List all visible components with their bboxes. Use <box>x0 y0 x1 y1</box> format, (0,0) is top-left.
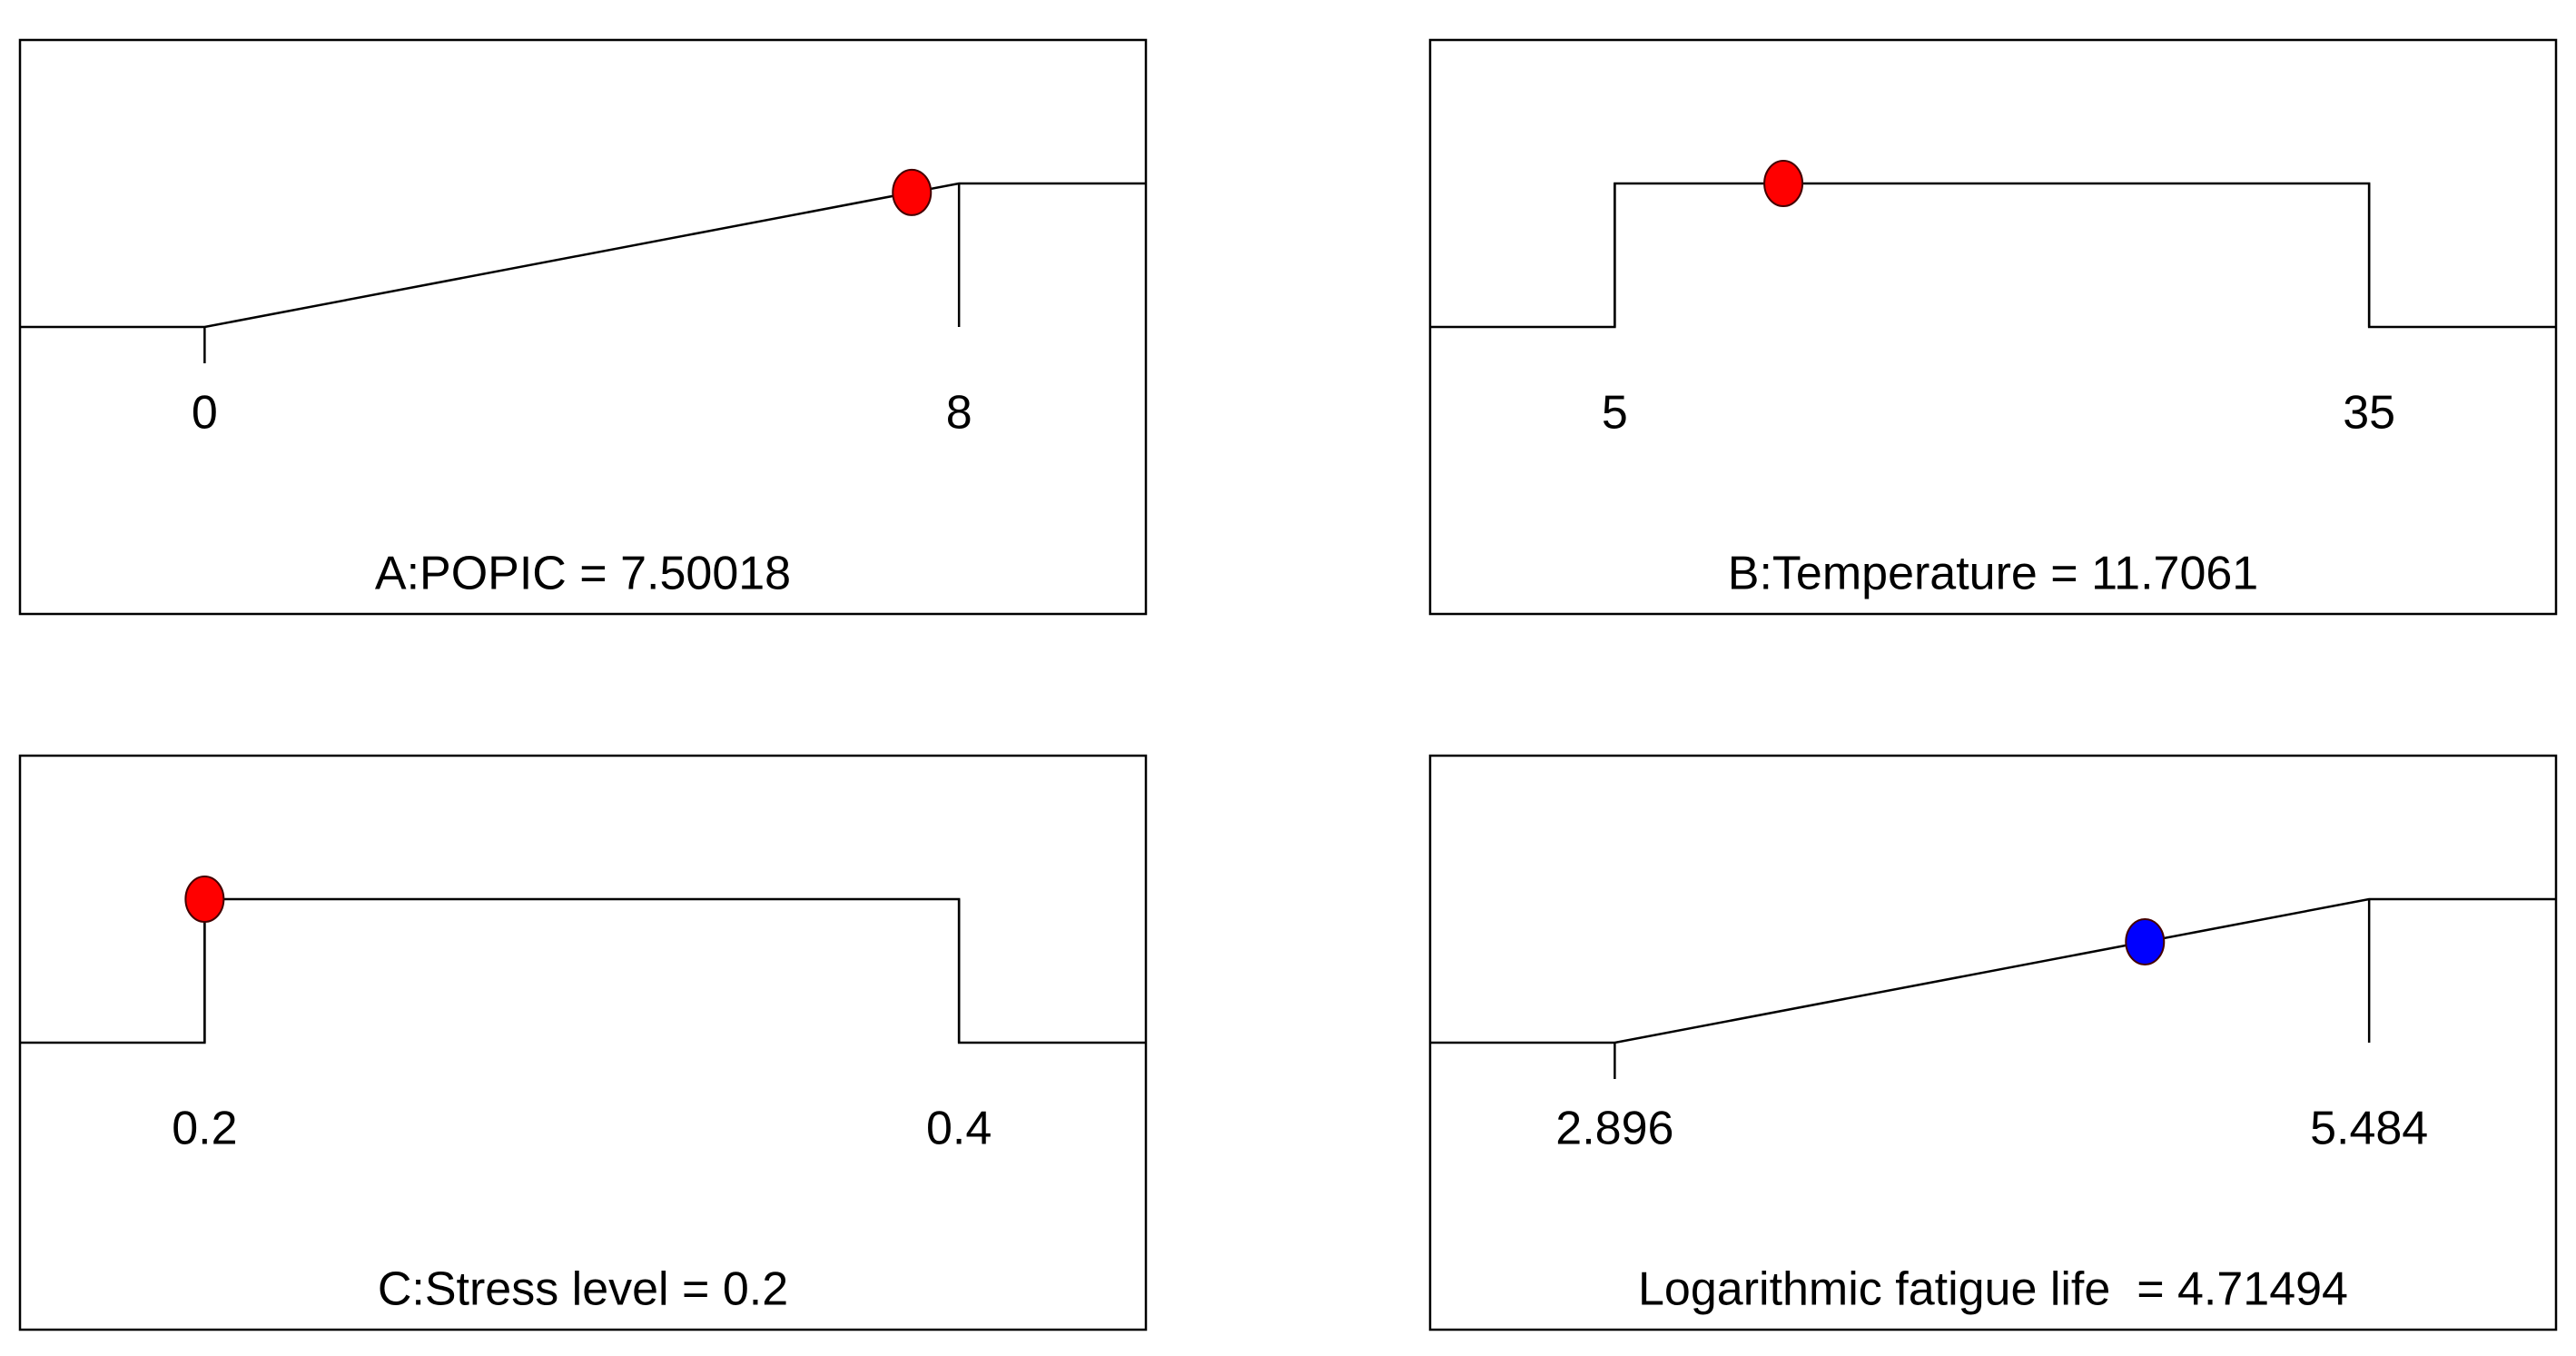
tick-label: 2.896 <box>1555 1103 1673 1155</box>
current-value-dot <box>2125 917 2166 965</box>
tick-label: 8 <box>946 387 972 440</box>
panel-title: A:POPIC = 7.50018 <box>375 548 791 600</box>
panel-title: Logarithmic fatigue life = 4.71494 <box>1638 1263 2348 1316</box>
panel-title: B:Temperature = 11.7061 <box>1728 548 2258 600</box>
tick-label: 5 <box>1602 387 1628 440</box>
tick-label: 0.4 <box>926 1103 992 1155</box>
tick-label: 0.2 <box>172 1103 237 1155</box>
desirability-profile <box>20 182 1146 329</box>
current-value-dot <box>184 876 225 923</box>
current-value-dot <box>1763 160 1804 207</box>
tick-label: 35 <box>2343 387 2395 440</box>
desirability-profile <box>1430 897 2556 1044</box>
tick-label: 0 <box>192 387 218 440</box>
current-value-dot <box>892 168 933 216</box>
desirability-profile <box>20 897 1146 1044</box>
panel-title: C:Stress level = 0.2 <box>378 1263 788 1316</box>
tick-label: 5.484 <box>2310 1103 2428 1155</box>
desirability-profile <box>1430 182 2556 329</box>
